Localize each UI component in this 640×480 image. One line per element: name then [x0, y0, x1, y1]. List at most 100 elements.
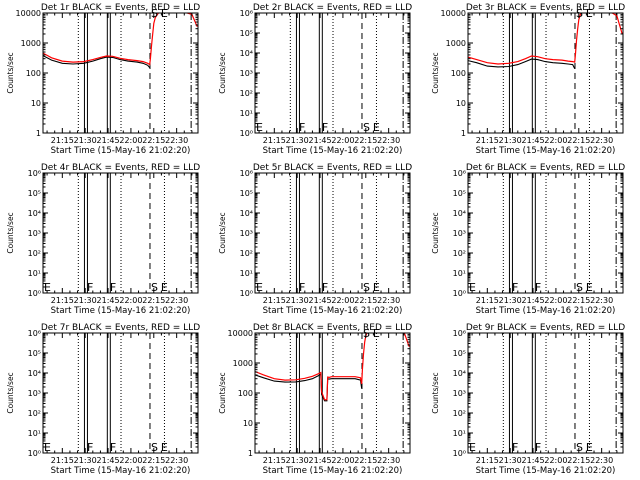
- series-line-lld: [43, 13, 198, 66]
- y-axis-label: Counts/sec: [218, 52, 227, 93]
- y-tick-label: 10: [243, 419, 253, 428]
- marker-label-f: F: [535, 441, 541, 454]
- x-tick-label: 22:30: [377, 456, 400, 465]
- marker-label-f: F: [535, 281, 541, 294]
- plot-frame: [42, 12, 199, 134]
- y-tick-label: 10²: [28, 249, 41, 258]
- plot-frame: [42, 332, 199, 454]
- panel-title: Det 9r BLACK = Events, RED = LLD: [466, 323, 625, 333]
- x-tick-label: 22:30: [165, 296, 188, 305]
- y-tick-label: 10: [456, 99, 466, 108]
- x-tick-label: 22:15: [354, 456, 377, 465]
- marker-label-e: E: [44, 441, 51, 454]
- x-axis-label: Start Time (15-May-16 21:02:20): [263, 466, 403, 476]
- x-tick-label: 22:00: [544, 456, 567, 465]
- plot-frame: [467, 172, 624, 294]
- x-tick-label: 21:45: [97, 136, 120, 145]
- marker-label-e: E: [161, 441, 168, 454]
- y-tick-label: 10²: [240, 89, 253, 98]
- y-tick-label: 10⁶: [240, 9, 253, 18]
- x-tick-label: 22:30: [377, 296, 400, 305]
- y-tick-label: 100: [26, 69, 41, 78]
- x-tick-label: 21:15: [51, 296, 74, 305]
- y-tick-label: 1000: [21, 39, 41, 48]
- y-tick-label: 10⁰: [240, 129, 253, 138]
- y-axis-label: Counts/sec: [431, 372, 440, 413]
- x-tick-label: 21:15: [476, 456, 499, 465]
- plot-frame: [254, 332, 411, 454]
- x-tick-label: 22:30: [590, 296, 613, 305]
- y-tick-label: 1: [36, 129, 41, 138]
- x-tick-label: 21:45: [522, 296, 545, 305]
- y-tick-label: 10⁶: [240, 169, 253, 178]
- x-tick-label: 21:30: [74, 136, 97, 145]
- marker-label-s: S: [576, 441, 583, 454]
- y-tick-label: 10¹: [240, 109, 253, 118]
- marker-label-f: F: [322, 281, 328, 294]
- y-tick-label: 10²: [453, 409, 466, 418]
- y-tick-label: 10⁰: [28, 289, 41, 298]
- y-tick-label: 10⁵: [28, 189, 41, 198]
- y-tick-label: 10¹: [453, 429, 466, 438]
- panel-title: Det 7r BLACK = Events, RED = LLD: [41, 323, 200, 333]
- marker-label-s: S: [363, 121, 370, 134]
- y-tick-label: 10³: [453, 229, 466, 238]
- plot-area: [502, 333, 617, 453]
- marker-label-e: E: [44, 281, 51, 294]
- plot-frame: [254, 12, 411, 134]
- series-line-lld: [255, 333, 410, 401]
- y-tick-label: 10⁰: [28, 449, 41, 458]
- marker-label-f: F: [299, 121, 305, 134]
- y-tick-label: 10²: [453, 249, 466, 258]
- y-tick-label: 10⁴: [28, 369, 41, 378]
- y-axis-label: Counts/sec: [218, 212, 227, 253]
- y-tick-label: 10³: [28, 389, 41, 398]
- marker-label-e: E: [161, 281, 168, 294]
- x-tick-label: 22:30: [590, 136, 613, 145]
- x-tick-label: 22:15: [567, 456, 590, 465]
- marker-label-s: S: [151, 441, 158, 454]
- y-tick-label: 10⁵: [240, 29, 253, 38]
- y-tick-label: 100: [238, 389, 253, 398]
- y-tick-label: 10³: [240, 229, 253, 238]
- marker-label-f: F: [512, 281, 518, 294]
- y-tick-label: 10¹: [240, 269, 253, 278]
- x-axis-label: Start Time (15-May-16 21:02:20): [51, 146, 191, 156]
- y-tick-label: 10⁶: [28, 169, 41, 178]
- y-tick-label: 10⁰: [453, 289, 466, 298]
- marker-label-e: E: [256, 281, 263, 294]
- plot-area: [289, 173, 404, 293]
- y-tick-label: 10³: [240, 69, 253, 78]
- y-tick-label: 10²: [240, 249, 253, 258]
- y-tick-label: 10⁵: [240, 189, 253, 198]
- x-tick-label: 22:15: [354, 296, 377, 305]
- y-tick-label: 10¹: [28, 429, 41, 438]
- x-tick-label: 21:30: [499, 136, 522, 145]
- plot-frame: [254, 172, 411, 294]
- y-tick-label: 10¹: [453, 269, 466, 278]
- y-tick-label: 10²: [28, 409, 41, 418]
- panel-title: Det 1r BLACK = Events, RED = LLD: [41, 3, 200, 13]
- x-tick-label: 22:15: [567, 136, 590, 145]
- series-line-events: [255, 373, 363, 402]
- marker-label-e: E: [373, 281, 380, 294]
- panel-title: Det 6r BLACK = Events, RED = LLD: [466, 163, 625, 173]
- x-tick-label: 22:00: [544, 296, 567, 305]
- x-tick-label: 21:30: [499, 296, 522, 305]
- plot-area: [502, 173, 617, 293]
- x-axis-label: Start Time (15-May-16 21:02:20): [476, 466, 616, 476]
- x-tick-label: 22:00: [119, 456, 142, 465]
- x-axis-label: Start Time (15-May-16 21:02:20): [51, 306, 191, 316]
- plot-area: [255, 333, 410, 453]
- x-axis-label: Start Time (15-May-16 21:02:20): [476, 146, 616, 156]
- y-tick-label: 10⁴: [240, 209, 253, 218]
- x-axis-label: Start Time (15-May-16 21:02:20): [51, 466, 191, 476]
- marker-label-f: F: [87, 281, 93, 294]
- y-tick-label: 1000: [446, 39, 466, 48]
- x-tick-label: 21:15: [263, 296, 286, 305]
